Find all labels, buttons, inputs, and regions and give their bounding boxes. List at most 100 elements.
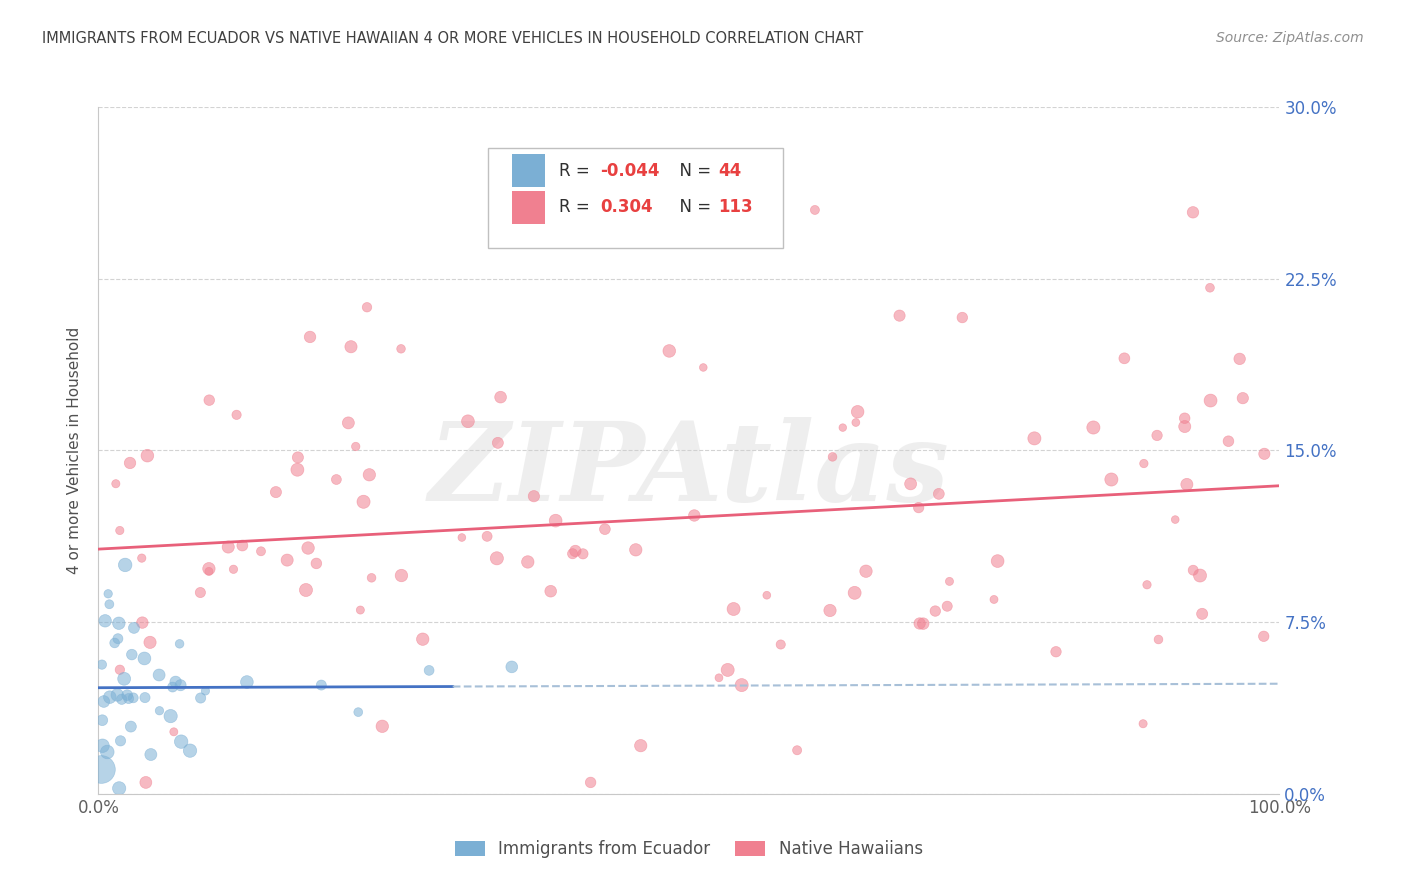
Point	[325, 473, 347, 487]
Point	[907, 500, 929, 515]
Point	[924, 604, 946, 618]
Point	[347, 705, 370, 719]
Text: 113: 113	[718, 198, 754, 217]
Point	[928, 487, 950, 501]
Bar	[512, 154, 546, 187]
Text: Source: ZipAtlas.com: Source: ZipAtlas.com	[1216, 31, 1364, 45]
Point	[485, 551, 508, 566]
Point	[831, 420, 853, 434]
Point	[120, 720, 142, 734]
Point	[344, 440, 367, 454]
Point	[475, 529, 498, 543]
Point	[1191, 607, 1213, 621]
Point	[139, 747, 162, 762]
Legend: Immigrants from Ecuador, Native Hawaiians: Immigrants from Ecuador, Native Hawaiian…	[449, 833, 929, 864]
Point	[938, 574, 960, 589]
Point	[1174, 419, 1197, 434]
Point	[170, 734, 193, 748]
Point	[131, 551, 153, 566]
Point	[112, 672, 135, 686]
Point	[179, 744, 201, 758]
Point	[564, 544, 586, 558]
Point	[340, 340, 363, 354]
Point	[169, 637, 191, 651]
Point	[190, 585, 212, 599]
Point	[723, 602, 745, 616]
Point	[353, 495, 375, 509]
Point	[287, 463, 309, 477]
Point	[98, 597, 121, 611]
Point	[1164, 512, 1187, 526]
Point	[236, 675, 259, 690]
Point	[115, 688, 138, 702]
Point	[194, 684, 217, 698]
Point	[748, 194, 770, 209]
Point	[593, 522, 616, 536]
Point	[1083, 420, 1105, 434]
Point	[311, 678, 333, 692]
Point	[287, 450, 309, 465]
Point	[692, 360, 714, 375]
Point	[769, 638, 792, 652]
Point	[418, 664, 440, 678]
Point	[755, 588, 778, 602]
Point	[148, 668, 170, 682]
Point	[412, 632, 434, 647]
Point	[359, 467, 381, 482]
Point	[717, 663, 740, 677]
Point	[1099, 473, 1122, 487]
Point	[707, 671, 730, 685]
Text: 44: 44	[718, 162, 742, 180]
Point	[231, 539, 253, 553]
Point	[250, 544, 273, 558]
Point	[983, 592, 1005, 607]
Text: R =: R =	[560, 198, 600, 217]
Point	[134, 690, 156, 705]
Point	[889, 309, 911, 323]
Point	[117, 691, 139, 706]
Point	[198, 393, 221, 408]
Text: 0.304: 0.304	[600, 198, 652, 217]
Point	[163, 724, 186, 739]
Point	[450, 531, 472, 545]
Point	[1136, 578, 1159, 592]
Point	[225, 408, 247, 422]
Text: N =: N =	[669, 198, 716, 217]
Point	[1182, 563, 1205, 577]
Point	[297, 541, 319, 555]
Point	[845, 416, 868, 430]
Point	[148, 704, 170, 718]
Point	[222, 562, 245, 576]
Point	[104, 636, 127, 650]
Point	[1114, 351, 1136, 366]
Point	[98, 690, 121, 705]
Point	[110, 734, 132, 748]
Point	[295, 582, 318, 597]
Point	[908, 616, 931, 631]
Point	[523, 489, 546, 503]
Point	[91, 739, 114, 753]
Point	[912, 616, 935, 631]
Point	[131, 615, 153, 630]
Point	[1253, 629, 1275, 643]
Point	[139, 635, 162, 649]
Point	[683, 508, 706, 523]
Point	[165, 674, 187, 689]
Point	[91, 713, 114, 727]
Point	[1199, 281, 1222, 295]
Bar	[512, 191, 546, 224]
Point	[135, 775, 157, 789]
Point	[1174, 411, 1197, 425]
Point	[111, 692, 134, 706]
Point	[305, 557, 328, 571]
Point	[1199, 393, 1222, 408]
Point	[108, 663, 131, 677]
Point	[114, 558, 136, 572]
Point	[1024, 431, 1046, 445]
Point	[136, 449, 159, 463]
Point	[818, 603, 841, 617]
Point	[1253, 447, 1275, 461]
Point	[108, 524, 131, 538]
Point	[217, 540, 239, 554]
Point	[349, 603, 371, 617]
